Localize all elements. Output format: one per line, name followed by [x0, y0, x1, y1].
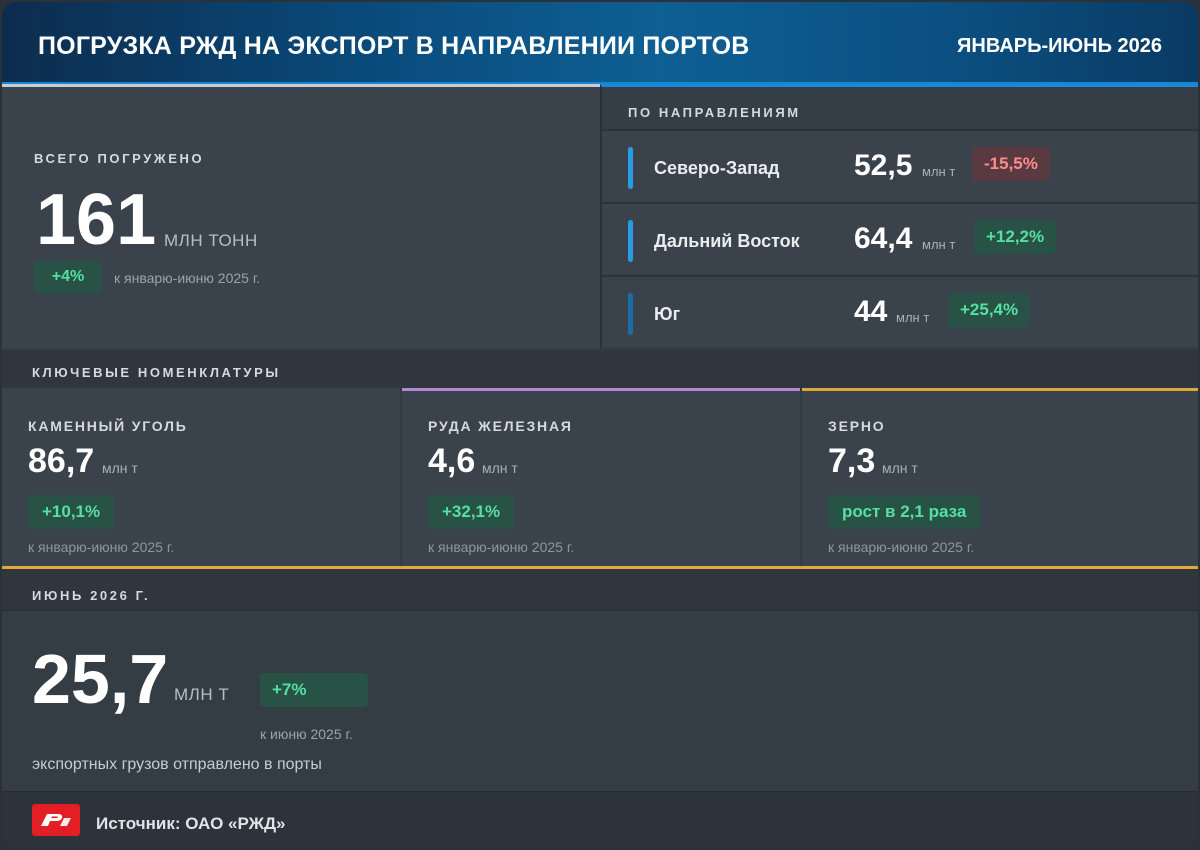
- key-item-change-badge: рост в 2,1 раза: [828, 495, 981, 529]
- key-item-value: 4,6: [428, 442, 476, 480]
- total-label: ВСЕГО ПОГРУЖЕНО: [34, 151, 205, 166]
- key-item-change-badge: +32,1%: [428, 495, 515, 529]
- direction-marker: [628, 220, 633, 262]
- direction-marker: [628, 147, 633, 189]
- direction-change-badge: +25,4%: [948, 293, 1031, 327]
- june-block: ИЮНЬ 2026 Г. 25,7 МЛН Т +7% к июню 2025 …: [2, 569, 1198, 791]
- direction-change-badge: -15,5%: [972, 147, 1050, 181]
- key-item-note: к январю-июню 2025 г.: [828, 539, 975, 555]
- key-item-unit: млн т: [882, 460, 918, 476]
- direction-row-north-west: Северо-Запад 52,5 млн т -15,5%: [602, 129, 1198, 201]
- key-item-grain: ЗЕРНО 7,3 млн т рост в 2,1 раза к январю…: [802, 388, 1198, 568]
- direction-change-badge: +12,2%: [974, 220, 1057, 254]
- direction-name: Дальний Восток: [654, 231, 800, 251]
- key-item-note: к январю-июню 2025 г.: [28, 539, 175, 555]
- direction-value: 64,4: [854, 222, 913, 255]
- direction-value: 44: [854, 295, 888, 328]
- direction-unit: млн т: [896, 310, 930, 325]
- june-note: к июню 2025 г.: [260, 726, 353, 742]
- page-title: ПОГРУЗКА РЖД НА ЭКСПОРТ В НАПРАВЛЕНИИ ПО…: [38, 32, 750, 60]
- key-item-iron-ore: РУДА ЖЕЛЕЗНАЯ 4,6 млн т +32,1% к январю-…: [402, 388, 800, 568]
- key-item-value: 86,7: [28, 442, 95, 480]
- direction-value: 52,5: [854, 149, 913, 182]
- direction-name: Юг: [654, 304, 681, 324]
- key-item-name: ЗЕРНО: [828, 418, 886, 434]
- key-item-value: 7,3: [828, 442, 876, 480]
- key-item-name: РУДА ЖЕЛЕЗНАЯ: [428, 418, 573, 434]
- key-item-unit: млн т: [482, 460, 518, 476]
- key-item-note: к январю-июню 2025 г.: [428, 539, 575, 555]
- total-note: к январю-июню 2025 г.: [114, 270, 261, 286]
- total-value: 161: [36, 180, 157, 260]
- source-text: Источник: ОАО «РЖД»: [96, 814, 286, 833]
- directions-block: ПО НАПРАВЛЕНИЯМ Северо-Запад 52,5 млн т …: [600, 84, 1198, 348]
- june-header: ИЮНЬ 2026 Г.: [2, 569, 1198, 611]
- key-item-name: КАМЕННЫЙ УГОЛЬ: [28, 418, 188, 434]
- june-label: ИЮНЬ 2026 Г.: [32, 588, 151, 603]
- june-description: экспортных грузов отправлено в порты: [32, 756, 322, 773]
- direction-row-far-east: Дальний Восток 64,4 млн т +12,2%: [602, 202, 1198, 274]
- direction-unit: млн т: [922, 237, 956, 252]
- header: ПОГРУЗКА РЖД НА ЭКСПОРТ В НАПРАВЛЕНИИ ПО…: [2, 2, 1198, 84]
- rzd-logo-icon: [32, 804, 80, 836]
- direction-row-south: Юг 44 млн т +25,4%: [602, 275, 1198, 347]
- footer: Источник: ОАО «РЖД»: [2, 791, 1198, 848]
- june-unit: МЛН Т: [174, 685, 230, 704]
- section-divider: [2, 566, 1198, 569]
- key-item-change-badge: +10,1%: [28, 495, 115, 529]
- direction-unit: млн т: [922, 164, 956, 179]
- directions-label: ПО НАПРАВЛЕНИЯМ: [628, 105, 801, 120]
- period-label: ЯНВАРЬ-ИЮНЬ 2026: [957, 35, 1162, 57]
- key-items-label: КЛЮЧЕВЫЕ НОМЕНКЛАТУРЫ: [32, 365, 281, 380]
- key-items-header: КЛЮЧЕВЫЕ НОМЕНКЛАТУРЫ: [2, 350, 1198, 390]
- key-item-coal: КАМЕННЫЙ УГОЛЬ 86,7 млн т +10,1% к январ…: [2, 388, 400, 568]
- direction-marker: [628, 293, 633, 335]
- total-unit: МЛН ТОНН: [164, 231, 258, 250]
- june-value: 25,7: [32, 640, 169, 718]
- direction-name: Северо-Запад: [654, 158, 780, 178]
- key-item-unit: млн т: [102, 460, 138, 476]
- june-change-badge: +7%: [260, 673, 368, 707]
- total-block: ВСЕГО ПОГРУЖЕНО 161 МЛН ТОНН +4% к январ…: [2, 84, 600, 348]
- total-change-badge: +4%: [34, 261, 102, 293]
